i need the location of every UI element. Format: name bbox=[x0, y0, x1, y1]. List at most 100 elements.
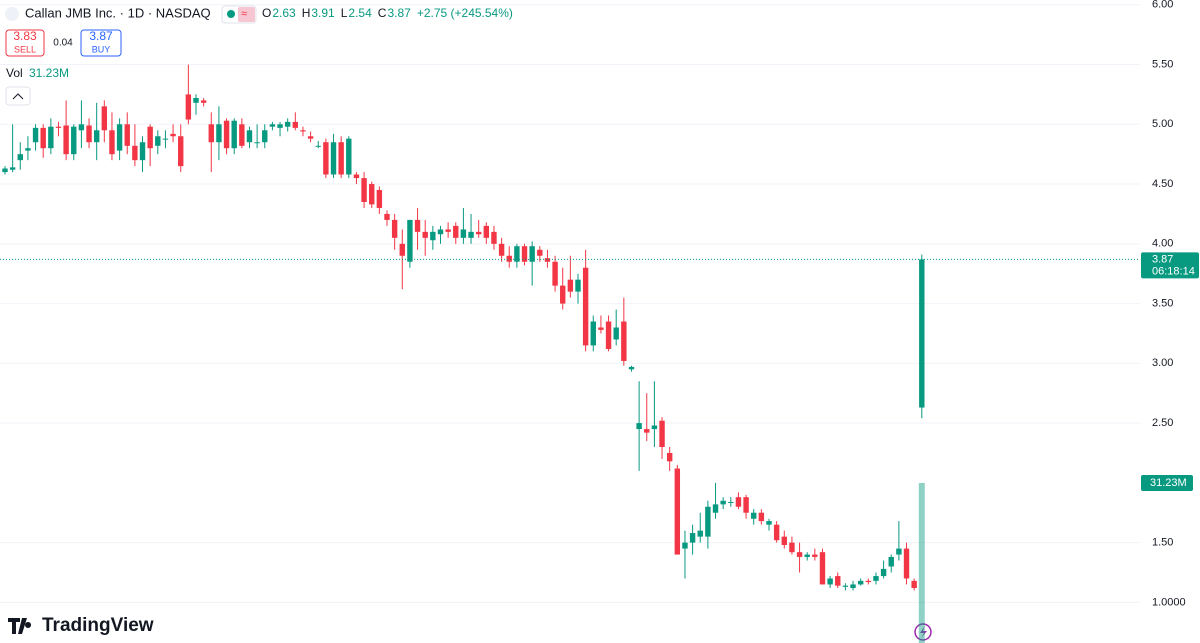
candle-body bbox=[812, 554, 818, 557]
volume-tag bbox=[1141, 475, 1193, 491]
brand-name: TradingView bbox=[42, 615, 154, 636]
candle-body bbox=[346, 138, 352, 175]
collapse-button[interactable] bbox=[5, 86, 31, 106]
ohlc-key: C bbox=[378, 6, 387, 20]
candle-body bbox=[223, 120, 230, 149]
candle-body bbox=[86, 125, 92, 143]
candle-body bbox=[277, 124, 283, 128]
candle-body bbox=[330, 142, 337, 175]
candle-body bbox=[628, 366, 635, 370]
candle-body bbox=[48, 126, 54, 149]
candle-body bbox=[139, 142, 146, 161]
candle-body bbox=[399, 243, 405, 256]
y-tick-label: 4.00 bbox=[1152, 238, 1173, 250]
buy-button[interactable] bbox=[80, 29, 122, 57]
candle-body bbox=[590, 321, 596, 346]
brand: TradingView bbox=[8, 615, 154, 636]
candle-body bbox=[40, 127, 46, 149]
candle-body bbox=[185, 94, 192, 120]
candle-body bbox=[674, 468, 681, 555]
candle-body bbox=[728, 501, 734, 503]
candle-body bbox=[735, 497, 742, 507]
ohlc-key: H bbox=[302, 6, 311, 20]
candle-body bbox=[529, 246, 535, 262]
candle-body bbox=[254, 142, 260, 144]
candle-body bbox=[162, 138, 169, 140]
candle-body bbox=[758, 512, 765, 522]
candle-body bbox=[93, 130, 100, 143]
candle-body bbox=[552, 261, 558, 286]
candle-body bbox=[193, 98, 199, 103]
candle-body bbox=[170, 133, 176, 137]
y-tick-label: 1.50 bbox=[1152, 537, 1173, 549]
y-tick-label: 5.00 bbox=[1152, 118, 1173, 130]
candle-body bbox=[315, 145, 321, 147]
candle-body bbox=[262, 130, 268, 143]
events-bolt bbox=[920, 626, 927, 638]
candle-body bbox=[903, 548, 910, 579]
ohlc-value: 2.63 bbox=[272, 6, 296, 20]
candle-body bbox=[781, 536, 787, 545]
volume-title: Vol bbox=[6, 66, 23, 80]
candle-body bbox=[605, 321, 612, 349]
candle-body bbox=[300, 130, 306, 132]
candle-body bbox=[751, 512, 757, 519]
candle-body bbox=[865, 580, 872, 583]
candle-body bbox=[850, 584, 856, 589]
candle-body bbox=[239, 124, 245, 146]
candle-body bbox=[460, 229, 467, 238]
candle-body bbox=[17, 154, 23, 161]
candle-body bbox=[919, 259, 925, 408]
indicator-icon: ≈ bbox=[241, 8, 247, 20]
candle-body bbox=[666, 452, 673, 462]
volume-value: 31.23M bbox=[29, 66, 69, 80]
candle-body bbox=[338, 142, 344, 175]
candle-body bbox=[682, 542, 688, 549]
candle-body bbox=[491, 231, 497, 244]
candle-body bbox=[430, 231, 436, 241]
candle-body bbox=[445, 229, 451, 232]
y-tick-label: 3.50 bbox=[1152, 297, 1173, 309]
candle-body bbox=[391, 219, 398, 238]
countdown: 06:18:14 bbox=[1152, 265, 1195, 277]
candle-body bbox=[560, 285, 566, 304]
symbol-icon bbox=[5, 7, 19, 21]
ohlc-value: 3.87 bbox=[387, 6, 411, 20]
sell-button[interactable] bbox=[5, 29, 45, 57]
candle-body bbox=[9, 167, 16, 170]
candle-body bbox=[216, 124, 222, 143]
plot bbox=[0, 4, 1140, 603]
candle-body bbox=[414, 219, 421, 232]
candle-body bbox=[369, 184, 375, 205]
candle-body bbox=[63, 125, 69, 155]
buy-label: BUY bbox=[92, 44, 111, 54]
spread: 0.04 bbox=[53, 38, 73, 49]
collapse-icon bbox=[12, 93, 24, 100]
candle-body bbox=[689, 533, 696, 543]
candle-body bbox=[743, 497, 749, 513]
candle-body bbox=[453, 225, 459, 238]
y-tick-label: 2.50 bbox=[1152, 417, 1173, 429]
candle-body bbox=[407, 219, 413, 262]
candle-body bbox=[353, 174, 360, 179]
volume-bar bbox=[918, 483, 925, 643]
candle-body bbox=[32, 127, 39, 143]
candle-body bbox=[888, 556, 894, 567]
candle-body bbox=[124, 124, 130, 146]
candle-body bbox=[804, 554, 810, 557]
ohlc-value: 3.91 bbox=[311, 6, 335, 20]
candle-body bbox=[422, 231, 428, 238]
candle-body bbox=[307, 136, 314, 139]
ohlc-value: 2.54 bbox=[348, 6, 372, 20]
candle-body bbox=[132, 145, 138, 161]
candle-body bbox=[178, 136, 184, 167]
candle-body bbox=[873, 576, 879, 581]
header: Callan JMB Inc. · 1D · NASDAQ ≈ 3.83 SEL… bbox=[5, 5, 257, 106]
candle-body bbox=[514, 246, 520, 262]
candle-body bbox=[842, 585, 849, 587]
volume-tag-value: 31.23M bbox=[1150, 477, 1187, 489]
y-tick-label: 4.50 bbox=[1152, 178, 1173, 190]
candle-body bbox=[323, 142, 329, 175]
candle-body bbox=[109, 130, 115, 155]
